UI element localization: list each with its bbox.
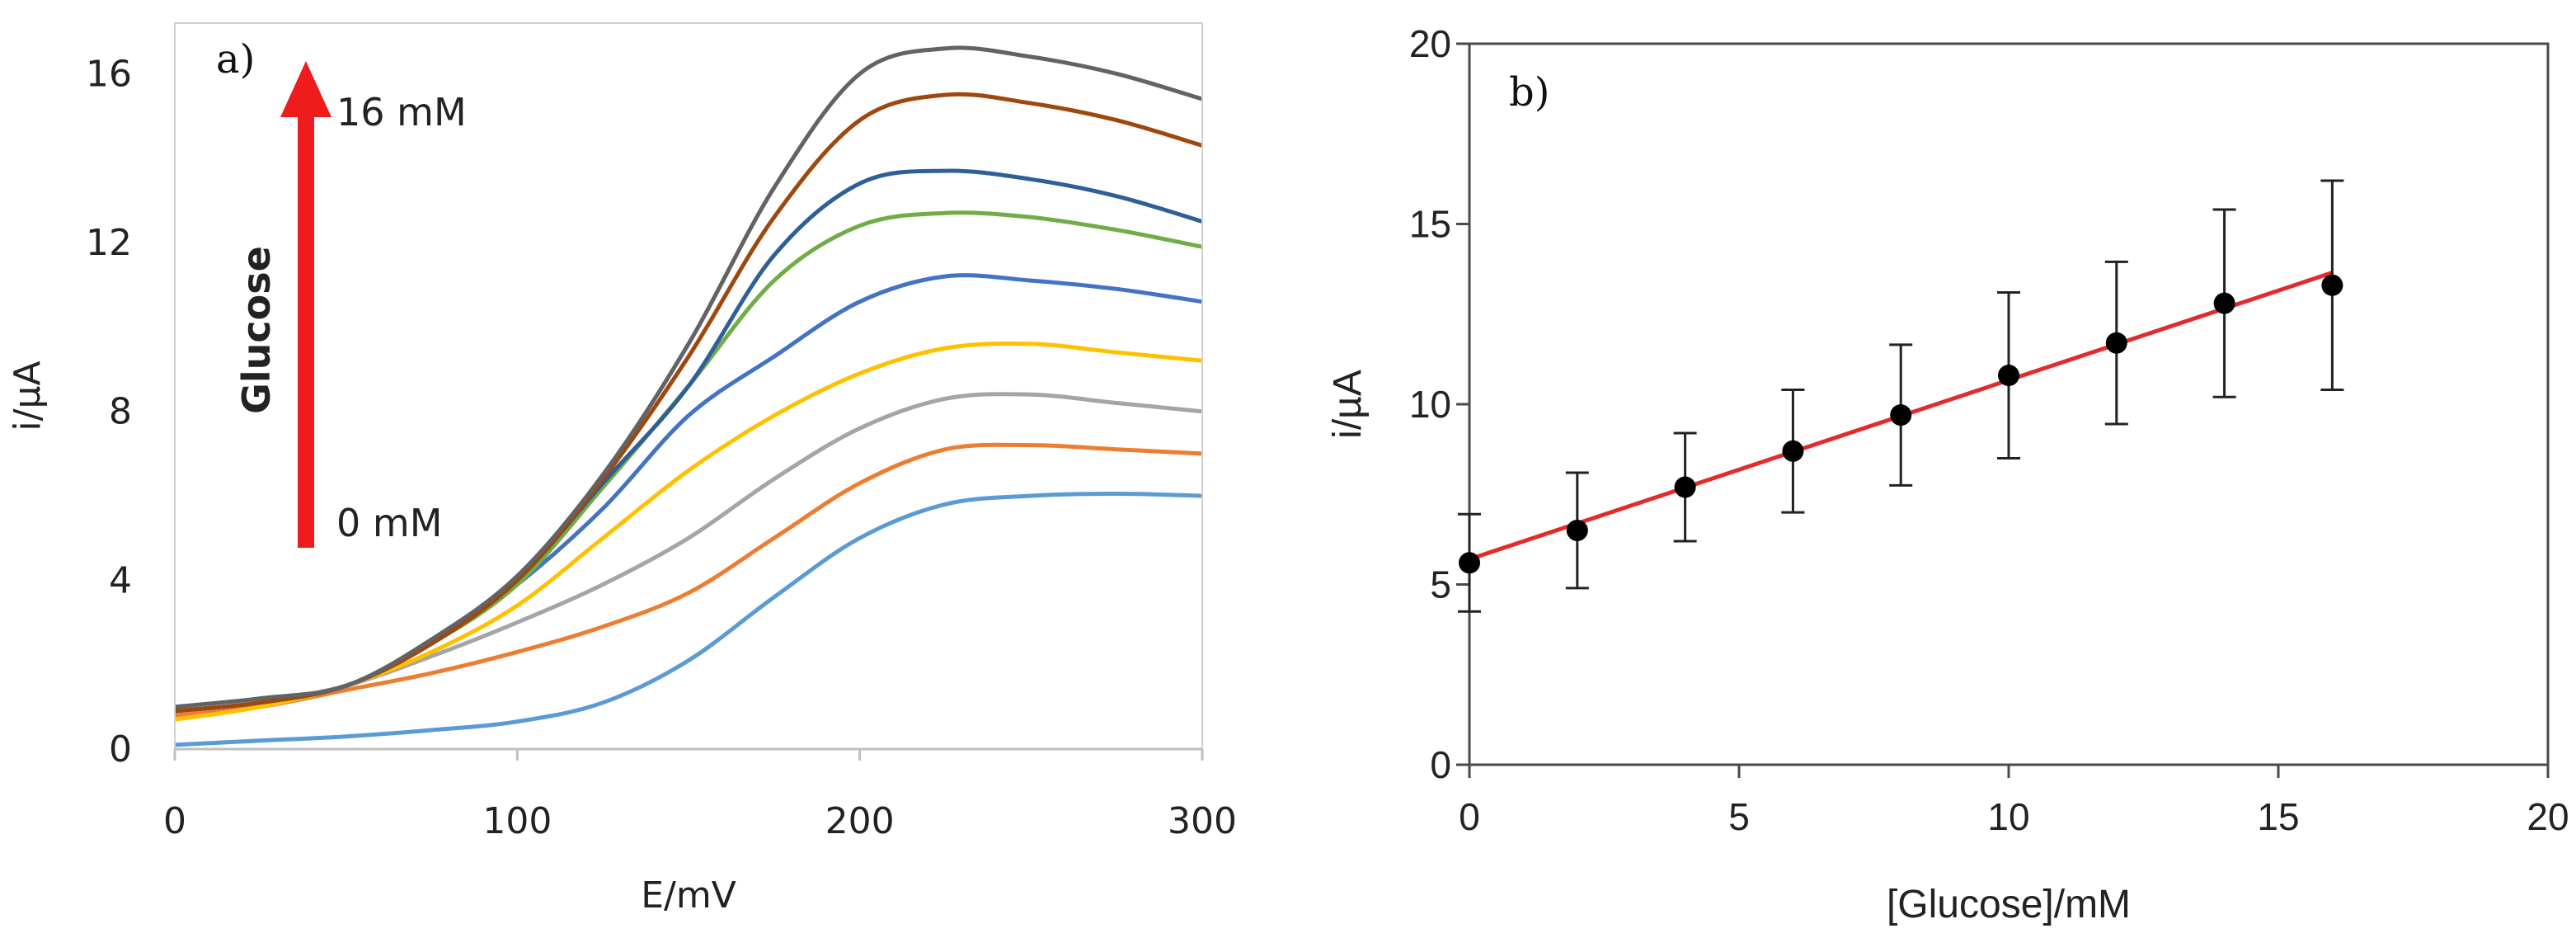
data-point — [1566, 519, 1588, 541]
x-tick-label: 10 — [1987, 795, 2029, 838]
panel-a-y-axis-label: i/µA — [7, 361, 49, 431]
y-tick-label: 8 — [109, 391, 132, 433]
y-tick-label: 5 — [1430, 563, 1451, 606]
panel-b: 0 5 10 15 20 0 5 10 15 20 b) [Glucose]/mM i/µA — [1326, 22, 2569, 926]
x-tick-label: 20 — [2527, 795, 2569, 838]
data-point — [2321, 274, 2343, 296]
data-point — [1782, 440, 1804, 462]
data-point — [2213, 292, 2235, 314]
y-tick-label: 15 — [1409, 203, 1451, 246]
data-point — [1890, 404, 1912, 427]
panel-b-y-axis-label: i/µA — [1326, 370, 1370, 439]
x-tick-label: 200 — [825, 800, 895, 842]
x-tick-label: 0 — [163, 800, 186, 842]
x-tick-label: 0 — [1459, 795, 1480, 838]
x-tick-label: 15 — [2257, 795, 2299, 838]
x-tick-label: 300 — [1168, 800, 1237, 842]
y-tick-label: 12 — [86, 222, 132, 264]
series-line-7 — [174, 168, 1203, 714]
glucose-bottom-label: 0 mM — [336, 501, 442, 545]
series-line-1 — [174, 492, 1203, 747]
series-line-6 — [174, 210, 1203, 714]
y-tick-label: 4 — [109, 559, 132, 601]
panel-b-y-ticks: 0 5 10 15 20 — [1409, 22, 1469, 786]
panel-b-points — [1458, 179, 2344, 613]
series-line-4 — [174, 341, 1203, 722]
glucose-arrow-label: Glucose — [234, 246, 279, 414]
glucose-arrow-shaft — [298, 115, 314, 548]
data-point — [1459, 552, 1480, 574]
x-tick-label: 5 — [1728, 795, 1750, 838]
data-point — [2105, 332, 2127, 354]
panel-a-label: a) — [216, 36, 255, 82]
y-tick-label: 16 — [86, 53, 132, 95]
y-tick-label: 10 — [1409, 383, 1451, 426]
panel-a-x-ticks: 0 100 200 300 — [163, 749, 1237, 842]
panel-a-x-axis-label: E/mV — [641, 874, 736, 917]
y-tick-label: 0 — [109, 728, 132, 771]
series-line-2 — [174, 442, 1203, 718]
series-line-3 — [174, 392, 1203, 714]
glucose-arrow — [280, 61, 331, 548]
glucose-arrow-head — [280, 61, 331, 117]
glucose-top-label: 16 mM — [336, 90, 467, 134]
panel-a: 0 100 200 300 0 4 8 12 16 a) Glucose 16 mM 0 mM… — [7, 22, 1237, 917]
data-point — [1998, 365, 2019, 387]
y-tick-label: 20 — [1409, 22, 1451, 65]
panel-a-curves — [174, 45, 1203, 747]
panel-a-y-ticks: 0 4 8 12 16 — [86, 53, 132, 771]
panel-b-x-ticks: 0 5 10 15 20 — [1459, 765, 2569, 838]
data-point — [1674, 476, 1696, 498]
panel-b-x-axis-label: [Glucose]/mM — [1887, 883, 2131, 926]
y-tick-label: 0 — [1430, 743, 1451, 786]
panel-b-label: b) — [1509, 69, 1549, 115]
series-line-8 — [174, 92, 1203, 714]
x-tick-label: 100 — [482, 800, 552, 842]
series-line-9 — [174, 45, 1203, 709]
